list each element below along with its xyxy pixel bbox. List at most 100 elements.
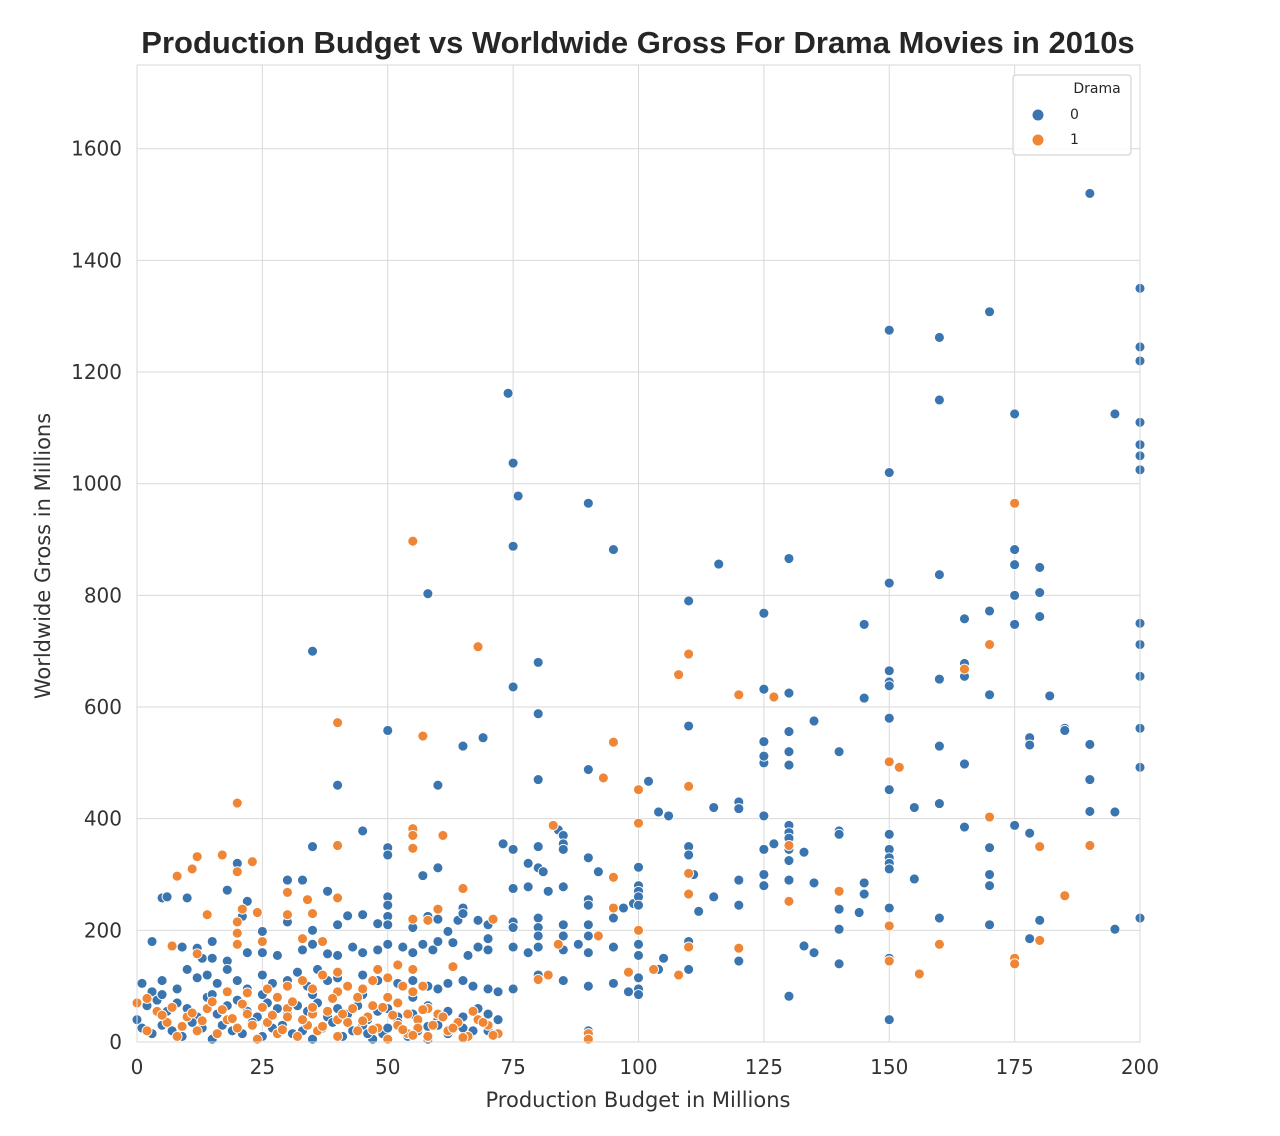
data-point-series-0 (643, 775, 654, 787)
data-point-series-0 (633, 899, 644, 911)
data-point-series-0 (858, 888, 870, 900)
data-point-series-1 (297, 975, 308, 987)
data-point-series-0 (357, 969, 369, 981)
data-point-series-0 (427, 944, 439, 956)
data-point-series-0 (256, 969, 268, 981)
data-point-series-0 (582, 852, 594, 864)
data-point-series-1 (141, 1025, 153, 1037)
data-point-series-0 (1024, 827, 1036, 839)
data-point-series-0 (713, 558, 725, 570)
data-point-series-0 (176, 941, 188, 953)
data-point-series-1 (407, 842, 419, 854)
data-point-series-1 (733, 689, 745, 701)
data-point-series-0 (808, 715, 820, 727)
data-point-series-1 (236, 998, 248, 1010)
data-point-series-1 (332, 1030, 344, 1042)
y-tick-label: 600 (84, 695, 122, 719)
data-point-series-1 (322, 1005, 334, 1017)
data-point-series-0 (693, 905, 705, 917)
data-point-series-1 (271, 991, 283, 1003)
x-tick-label: 50 (375, 1055, 400, 1079)
data-point-series-1 (1034, 841, 1046, 853)
data-point-series-0 (382, 1022, 394, 1034)
data-point-series-0 (537, 866, 549, 878)
data-point-series-0 (532, 774, 544, 786)
data-point-series-0 (467, 980, 479, 992)
data-point-series-1 (231, 866, 243, 878)
data-point-series-0 (1084, 738, 1096, 750)
data-point-series-1 (457, 883, 469, 894)
data-point-series-0 (532, 656, 544, 668)
data-point-series-1 (231, 927, 243, 939)
data-point-series-1 (191, 948, 203, 960)
data-point-series-1 (211, 1028, 223, 1040)
data-point-series-0 (808, 947, 820, 959)
data-point-series-0 (1009, 544, 1021, 556)
data-point-series-1 (241, 987, 253, 999)
data-point-series-1 (156, 1009, 168, 1021)
data-point-series-1 (683, 648, 695, 660)
data-point-series-0 (432, 936, 444, 947)
data-point-series-1 (186, 1007, 198, 1019)
legend: Drama 0 1 (1012, 74, 1132, 156)
data-point-series-1 (623, 966, 634, 978)
data-point-series-1 (201, 909, 213, 921)
data-point-series-1 (447, 1022, 459, 1034)
data-point-series-0 (507, 941, 519, 953)
data-point-series-0 (783, 759, 795, 771)
data-point-series-0 (156, 975, 168, 987)
data-point-series-0 (582, 764, 594, 776)
data-point-series-1 (1059, 890, 1071, 902)
data-point-series-1 (287, 996, 298, 1008)
data-point-series-1 (933, 938, 945, 950)
data-point-series-1 (332, 966, 344, 978)
y-tick-label: 1600 (71, 137, 122, 161)
data-point-series-0 (1109, 408, 1121, 420)
data-point-series-0 (241, 947, 253, 959)
data-point-series-0 (417, 870, 429, 882)
data-point-series-1 (337, 1008, 349, 1020)
data-point-series-0 (623, 986, 634, 998)
data-point-series-0 (572, 938, 584, 950)
data-point-series-0 (883, 828, 895, 840)
y-tick-label: 200 (84, 918, 122, 942)
data-point-series-1 (582, 1033, 594, 1045)
data-point-series-0 (482, 1008, 494, 1020)
data-point-series-0 (883, 1014, 895, 1026)
data-point-series-1 (893, 761, 905, 773)
data-point-series-0 (883, 665, 895, 677)
data-point-series-1 (282, 909, 293, 921)
data-point-series-0 (191, 972, 203, 984)
data-point-series-0 (582, 497, 594, 509)
data-point-series-1 (186, 863, 198, 875)
data-point-series-0 (908, 802, 920, 813)
data-point-series-0 (633, 972, 644, 984)
data-point-series-1 (437, 1011, 449, 1023)
y-tick-label: 1400 (71, 248, 122, 272)
data-point-series-1 (256, 1001, 268, 1013)
data-point-series-0 (382, 725, 394, 736)
data-point-series-0 (908, 873, 920, 885)
data-point-series-1 (251, 907, 263, 918)
data-point-series-0 (307, 841, 318, 853)
data-point-series-0 (582, 947, 594, 959)
data-point-series-0 (482, 944, 494, 956)
data-point-series-1 (367, 975, 379, 987)
data-point-series-0 (618, 902, 629, 914)
data-point-series-0 (1044, 690, 1056, 702)
data-point-series-1 (191, 851, 203, 863)
data-point-series-0 (382, 899, 394, 911)
data-point-series-0 (211, 977, 223, 989)
data-point-series-0 (933, 569, 945, 581)
data-point-series-0 (633, 950, 644, 961)
data-point-series-1 (984, 811, 995, 823)
data-point-series-1 (673, 669, 685, 681)
data-point-series-0 (758, 750, 770, 762)
data-point-series-0 (171, 983, 183, 995)
data-point-series-0 (883, 712, 895, 724)
data-point-series-0 (507, 540, 519, 552)
data-point-series-0 (532, 912, 544, 924)
data-point-series-0 (733, 899, 745, 911)
data-point-series-0 (557, 930, 569, 942)
data-point-series-0 (607, 941, 619, 953)
